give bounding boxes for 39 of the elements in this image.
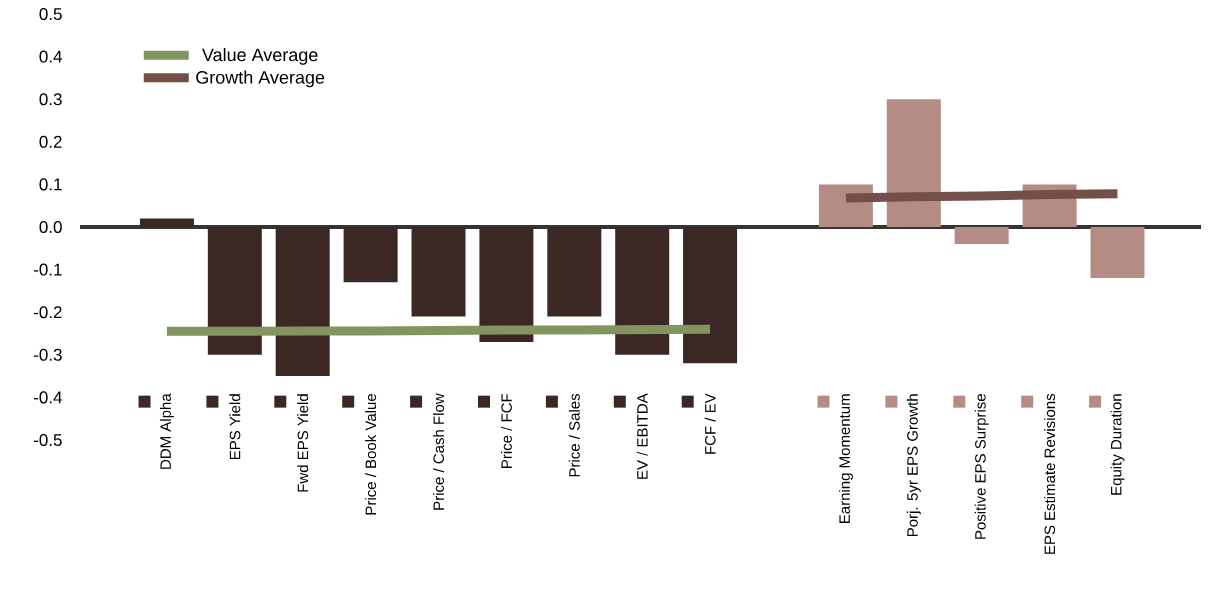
- y-tick-label: -0.3: [33, 348, 62, 361]
- bar: [411, 226, 466, 317]
- y-tick-label: 0.1: [39, 178, 62, 191]
- bar: [683, 226, 738, 364]
- bar: [1090, 226, 1145, 279]
- x-tick-label: Price / FCF: [500, 393, 512, 468]
- x-tick-label: Fwd EPS Yield: [297, 394, 309, 492]
- y-tick-label: -0.1: [33, 263, 62, 276]
- y-tick-label: 0.0: [39, 220, 62, 234]
- bar: [139, 218, 194, 227]
- bar: [886, 99, 941, 227]
- x-tick-label: EPS Estimate Revisions: [1044, 393, 1056, 554]
- bar: [615, 226, 670, 355]
- y-tick-label: 0.3: [39, 93, 62, 106]
- x-tick-label: Earning Momentum: [838, 394, 853, 523]
- x-tick-label: Equity Duration: [1110, 394, 1125, 495]
- x-tick-label: Porj. 5yr EPS Growth: [906, 394, 921, 537]
- y-tick-label: -0.2: [33, 306, 62, 319]
- bar: [954, 226, 1009, 245]
- x-tick-label: Price / Book Value: [365, 394, 377, 515]
- bar: [275, 226, 330, 377]
- y-tick-label: -0.4: [33, 391, 62, 404]
- y-tick-label: 0.4: [39, 50, 62, 63]
- y-tick-label: 0.5: [39, 7, 62, 21]
- y-tick-label: 0.2: [39, 135, 62, 148]
- x-tick-label: EPS Yield: [229, 394, 241, 460]
- legend-label: Value Average: [202, 48, 318, 65]
- bar: [207, 226, 262, 355]
- bar: [479, 226, 534, 343]
- x-tick-label: DDM Alpha: [159, 393, 174, 469]
- x-tick-label: Positive EPS Surprise: [974, 394, 989, 539]
- x-tick-label: FCF / EV: [704, 393, 716, 454]
- x-tick-label: Price / Sales: [568, 393, 580, 477]
- bar: [547, 226, 602, 317]
- bar: [343, 226, 398, 283]
- x-tick-label: EV / EBITDA: [636, 393, 648, 479]
- x-tick-label: Price / Cash Flow: [433, 393, 445, 510]
- y-tick-label: -0.5: [33, 433, 62, 447]
- legend-label: Growth Average: [196, 70, 325, 88]
